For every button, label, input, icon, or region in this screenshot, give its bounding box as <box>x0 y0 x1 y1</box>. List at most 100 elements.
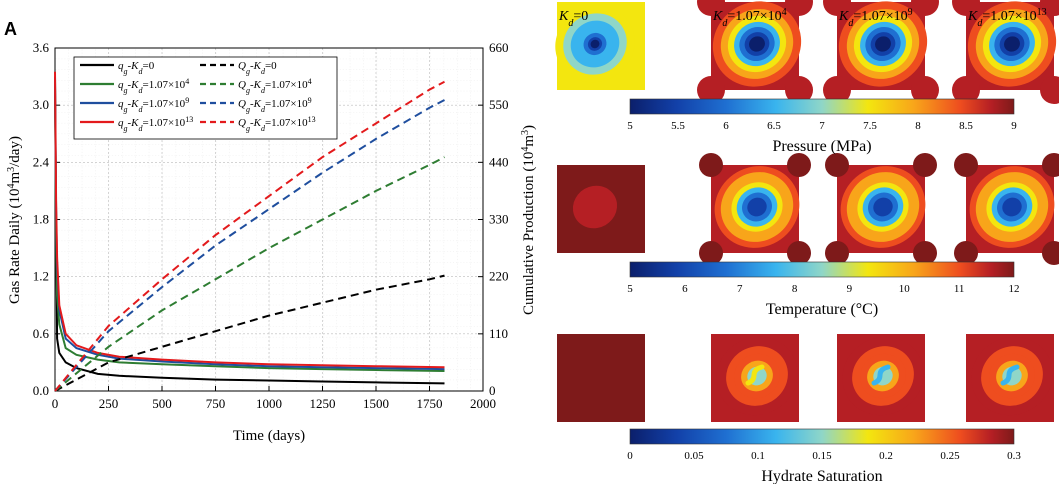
heatmap-contour <box>749 36 765 52</box>
heatmap-contour <box>1004 36 1020 52</box>
series-line-qg-Kd=1.07e4 <box>54 76 445 372</box>
colorbar <box>629 98 1015 115</box>
heatmap-contour <box>590 39 600 49</box>
heatmap-contour <box>572 185 618 229</box>
colorbar-tick-label: 0.1 <box>751 450 765 462</box>
y-left-tick-label: 1.8 <box>33 212 49 227</box>
heatmap-panel-r0-c2 <box>823 0 939 104</box>
y-right-tick-label: 330 <box>489 212 509 227</box>
colorbar-tick-label: 0.25 <box>940 450 960 462</box>
column-label: Kd=1.07×109 <box>838 7 913 29</box>
legend-label: qg-Kd=1.07×109 <box>118 96 189 114</box>
legend-label: Qg-Kd=1.07×109 <box>238 96 312 114</box>
y-left-tick-label: 3.6 <box>33 40 50 55</box>
heatmap-corner <box>954 241 978 265</box>
column-label: Kd=1.07×1013 <box>967 7 1047 29</box>
x-tick-label: 750 <box>206 396 226 411</box>
heatmap-panel-r2-c2 <box>837 334 925 422</box>
colorbar-tick-label: 0.05 <box>684 450 704 462</box>
colorbar-tick-label: 12 <box>1009 283 1020 295</box>
x-tick-label: 1250 <box>310 396 336 411</box>
x-tick-label: 0 <box>52 396 59 411</box>
colorbar-tick-label: 8.5 <box>959 120 973 132</box>
heatmap-panel-r1-c3 <box>954 153 1059 265</box>
heatmap-corner <box>699 153 723 177</box>
y-left-tick-label: 0.6 <box>33 326 50 341</box>
y-left-tick-label: 1.2 <box>33 269 49 284</box>
colorbar-tick-label: 7.5 <box>863 120 877 132</box>
colorbar-tick-label: 7 <box>819 120 825 132</box>
heatmap-panel-r0-c1 <box>697 0 813 104</box>
colorbar-title: Hydrate Saturation <box>761 468 882 484</box>
column-label: Kd=1.07×104 <box>712 7 787 29</box>
colorbar-tick-label: 6 <box>723 120 729 132</box>
heatmap-panel-r1-c1 <box>699 153 811 265</box>
colorbar <box>629 261 1015 278</box>
legend-label: qg-Kd=0 <box>118 60 155 76</box>
colorbar-tick-label: 6 <box>682 283 688 295</box>
x-tick-label: 1500 <box>363 396 389 411</box>
heatmap-corner <box>699 241 723 265</box>
colorbar-tick-label: 0.15 <box>812 450 832 462</box>
y-left-tick-label: 2.4 <box>33 154 50 169</box>
series-line-Qg-Kd=1.07e4 <box>54 156 445 392</box>
heatmap-corner <box>952 76 980 104</box>
line-chart: 0 250 500 750 1000 1250 1500 1750 2000 0.0 0.6 1.2… <box>6 40 538 444</box>
y-right-tick-label: 220 <box>489 269 509 284</box>
y-left-axis-ticks: 0.0 0.6 1.2 1.8 2.4 3.0 3.6 <box>33 40 60 398</box>
heatmap-corner <box>825 153 849 177</box>
heatmap-corner <box>1042 153 1059 177</box>
hydrate-core <box>1000 364 1020 386</box>
column-label: Kd=0 <box>558 9 588 29</box>
y-right-tick-label: 550 <box>489 97 509 112</box>
y-right-tick-label: 0 <box>489 383 496 398</box>
colorbar-tick-label: 8 <box>792 283 798 295</box>
heatmap-contour <box>875 36 891 52</box>
x-tick-label: 250 <box>99 396 119 411</box>
y-right-tick-label: 110 <box>489 326 508 341</box>
heatmap-corner <box>823 0 851 16</box>
heatmap-contour <box>873 197 893 217</box>
heatmap-panel-r0-c0 <box>555 2 645 90</box>
series-line-Qg-Kd=1.07e13 <box>54 80 445 392</box>
heatmap-corner <box>954 153 978 177</box>
heatmap-panel-r1-c2 <box>825 153 937 265</box>
heatmap-corner <box>913 241 937 265</box>
heatmap-corner <box>911 76 939 104</box>
heatmap-corner <box>785 76 813 104</box>
x-tick-label: 500 <box>152 396 172 411</box>
heatmap-grid: Kd=0 Kd=1.07×104 Kd=1.07×109 Kd=1.07×1013 5 5… <box>555 0 1059 484</box>
y-left-tick-label: 0.0 <box>33 383 49 398</box>
heatmap-corner <box>787 153 811 177</box>
legend-label: qg-Kd=1.07×104 <box>118 77 189 95</box>
colorbar-tick-label: 5.5 <box>671 120 685 132</box>
y-right-tick-label: 660 <box>489 40 509 55</box>
heatmap-panel-r2-c3 <box>966 334 1054 422</box>
colorbar <box>629 428 1015 445</box>
heatmap-panel-r2-c0 <box>557 334 645 422</box>
colorbar-tick-label: 7 <box>737 283 743 295</box>
series-line-qg-Kd=0 <box>54 86 445 385</box>
heatmap-corner <box>785 0 813 16</box>
x-axis-ticks: 0 250 500 750 1000 1250 1500 1750 2000 <box>52 386 496 411</box>
colorbar-tick-label: 5 <box>627 120 633 132</box>
colorbar-title: Pressure (MPa) <box>772 138 871 155</box>
colorbar-tick-label: 0.3 <box>1007 450 1021 462</box>
colorbar-tick-label: 10 <box>899 283 911 295</box>
x-tick-label: 1000 <box>256 396 282 411</box>
heatmap-corner <box>1040 0 1059 16</box>
hydrate-core <box>745 364 765 386</box>
y-left-tick-label: 3.0 <box>33 97 49 112</box>
colorbar-tick-label: 6.5 <box>767 120 781 132</box>
panel-label-a: A <box>4 19 17 39</box>
y-left-axis-label: Gas Rate Daily (104m3/day) <box>6 136 24 304</box>
heatmap-panel-r2-c1 <box>711 334 799 422</box>
heatmap-corner <box>787 241 811 265</box>
heatmap-panel-r1-c0 <box>557 165 645 253</box>
y-right-tick-label: 440 <box>489 154 509 169</box>
colorbar-title: Temperature (°C) <box>766 301 878 318</box>
heatmap-corner <box>823 76 851 104</box>
colorbar-tick-label: 8 <box>915 120 921 132</box>
legend-label: Qg-Kd=1.07×1013 <box>238 115 316 133</box>
